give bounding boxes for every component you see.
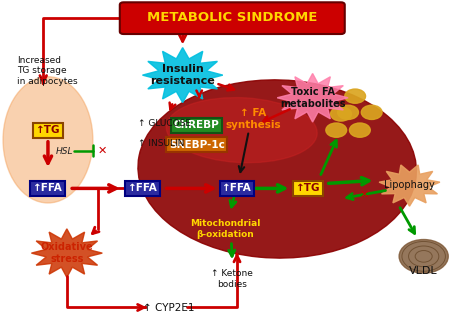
Text: METABOLIC SINDROME: METABOLIC SINDROME: [147, 11, 318, 24]
Circle shape: [361, 105, 382, 120]
Text: ✕: ✕: [98, 146, 107, 156]
Text: ↑FFA: ↑FFA: [222, 183, 252, 193]
Text: VLDL: VLDL: [410, 266, 438, 276]
Polygon shape: [31, 229, 102, 277]
Polygon shape: [379, 165, 440, 206]
Text: Mitochondrial
β-oxidation: Mitochondrial β-oxidation: [190, 219, 260, 239]
Text: Insulin
resistance: Insulin resistance: [150, 64, 215, 86]
Text: ↑ FA
synthesis: ↑ FA synthesis: [226, 108, 282, 130]
Circle shape: [349, 123, 370, 137]
Text: ↑ CYP2E1: ↑ CYP2E1: [143, 303, 194, 313]
Text: ↑TG: ↑TG: [36, 125, 60, 135]
Text: SREBP-1c: SREBP-1c: [169, 140, 225, 150]
FancyBboxPatch shape: [120, 2, 345, 34]
Text: Toxic FA
metabolites: Toxic FA metabolites: [280, 87, 346, 109]
Text: HSL: HSL: [56, 147, 73, 156]
Polygon shape: [143, 48, 223, 103]
Text: ↑FFA: ↑FFA: [128, 183, 157, 193]
Text: ✕: ✕: [360, 190, 369, 200]
Text: Oxidative
stress: Oxidative stress: [41, 242, 93, 264]
Polygon shape: [277, 73, 348, 122]
Circle shape: [330, 107, 351, 121]
Text: ↑ Ketone
bodies: ↑ Ketone bodies: [211, 269, 253, 289]
Ellipse shape: [399, 240, 448, 273]
Ellipse shape: [138, 80, 417, 258]
Circle shape: [337, 105, 358, 120]
Text: ↑ GLUCOSE: ↑ GLUCOSE: [138, 119, 191, 128]
Circle shape: [345, 89, 365, 103]
Circle shape: [326, 123, 346, 137]
Text: Increased
TG storage
in adipocytes: Increased TG storage in adipocytes: [17, 56, 78, 85]
Text: ChREBP: ChREBP: [174, 120, 220, 130]
Text: ↑ INSULIN: ↑ INSULIN: [138, 138, 184, 148]
Text: ↑FFA: ↑FFA: [33, 183, 63, 193]
Ellipse shape: [166, 98, 317, 163]
Ellipse shape: [3, 77, 93, 203]
Text: Lipophagy: Lipophagy: [384, 180, 435, 190]
Text: ↑TG: ↑TG: [296, 183, 320, 193]
